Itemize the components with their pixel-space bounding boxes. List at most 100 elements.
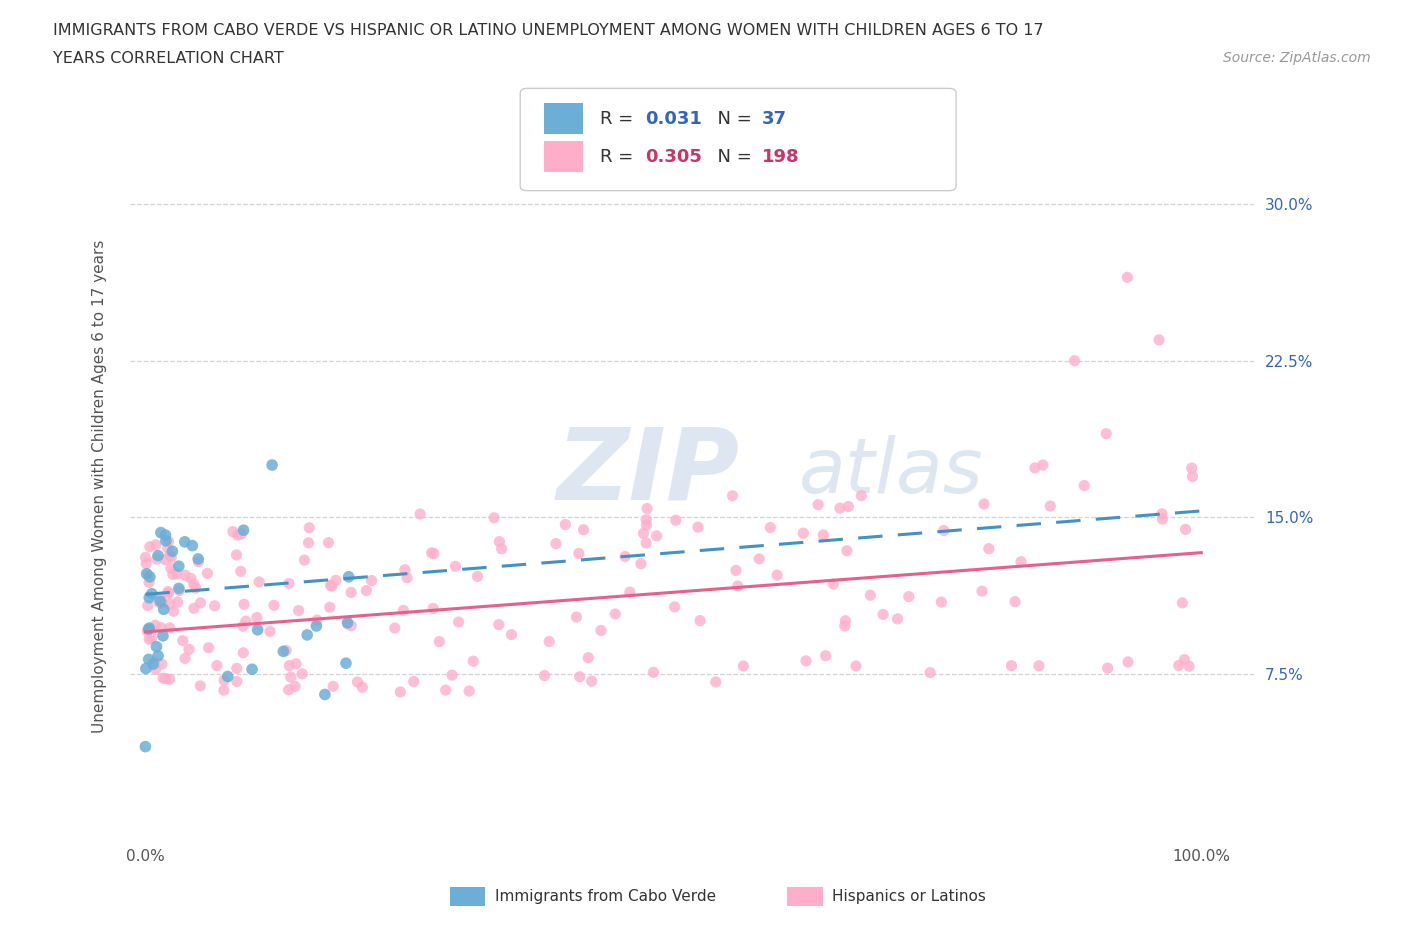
Point — [159, 671, 181, 686]
Point — [159, 548, 181, 563]
Point — [157, 534, 180, 549]
Point — [636, 518, 658, 533]
Point — [389, 684, 412, 699]
Point — [813, 527, 835, 542]
Point — [336, 617, 359, 631]
Point — [148, 595, 170, 610]
Point — [177, 642, 200, 657]
Point — [482, 511, 505, 525]
Point — [157, 586, 180, 601]
Point — [205, 658, 228, 673]
Point — [1004, 594, 1026, 609]
Point — [402, 674, 425, 689]
Point — [174, 568, 197, 583]
Point — [828, 500, 851, 515]
Point — [152, 602, 174, 617]
Point — [581, 673, 603, 688]
Text: Source: ZipAtlas.com: Source: ZipAtlas.com — [1223, 51, 1371, 65]
Point — [724, 563, 747, 578]
Y-axis label: Unemployment Among Women with Children Ages 6 to 17 years: Unemployment Among Women with Children A… — [93, 239, 107, 733]
Point — [605, 606, 627, 621]
Point — [232, 645, 254, 660]
Point — [834, 614, 856, 629]
Point — [153, 552, 176, 567]
Point — [319, 600, 342, 615]
Point — [444, 559, 467, 574]
Point — [1010, 554, 1032, 569]
Point — [1116, 655, 1139, 670]
Point — [162, 544, 184, 559]
Point — [134, 739, 156, 754]
Text: YEARS CORRELATION CHART: YEARS CORRELATION CHART — [53, 51, 284, 66]
Point — [263, 598, 285, 613]
Point — [190, 595, 212, 610]
Point — [149, 591, 172, 606]
Point — [139, 569, 162, 584]
Text: 37: 37 — [762, 110, 787, 127]
Point — [212, 672, 235, 687]
Point — [748, 551, 770, 566]
Point — [1181, 469, 1204, 484]
Point — [1073, 478, 1095, 493]
Point — [792, 525, 814, 540]
Point — [686, 520, 709, 535]
Point — [664, 600, 686, 615]
Point — [231, 526, 253, 541]
Text: ZIP: ZIP — [557, 423, 740, 520]
Point — [232, 618, 254, 633]
Point — [897, 589, 920, 604]
Text: R =: R = — [600, 110, 640, 127]
Point — [766, 567, 789, 582]
Point — [278, 658, 301, 673]
Point — [1000, 658, 1022, 673]
Point — [1178, 658, 1201, 673]
Point — [434, 683, 457, 698]
Point — [704, 674, 727, 689]
Point — [169, 583, 191, 598]
Point — [427, 634, 450, 649]
Point — [225, 548, 247, 563]
Point — [1150, 507, 1173, 522]
Point — [794, 654, 817, 669]
Point — [977, 541, 1000, 556]
Point — [488, 534, 510, 549]
Point — [886, 612, 908, 627]
Point — [150, 620, 173, 635]
Point — [645, 528, 668, 543]
Text: Hispanics or Latinos: Hispanics or Latinos — [832, 889, 986, 904]
Point — [225, 661, 247, 676]
Point — [1171, 595, 1194, 610]
Point — [184, 580, 207, 595]
Point — [321, 578, 343, 593]
Point — [149, 525, 172, 540]
Point — [295, 628, 318, 643]
Point — [139, 539, 162, 554]
Point — [314, 687, 336, 702]
Point — [920, 665, 942, 680]
Point — [544, 537, 567, 551]
Point — [336, 616, 359, 631]
Point — [834, 618, 856, 633]
Point — [138, 652, 160, 667]
Point — [1097, 660, 1119, 675]
Point — [384, 620, 406, 635]
Text: Immigrants from Cabo Verde: Immigrants from Cabo Verde — [495, 889, 716, 904]
Point — [727, 578, 749, 593]
Point — [458, 684, 481, 698]
Point — [174, 651, 197, 666]
Point — [285, 657, 308, 671]
Point — [298, 520, 321, 535]
Point — [166, 594, 188, 609]
Point — [689, 613, 711, 628]
Point — [232, 523, 254, 538]
Point — [136, 567, 159, 582]
Point — [136, 598, 159, 613]
Text: 0.305: 0.305 — [645, 148, 702, 166]
Point — [447, 615, 470, 630]
Point — [636, 512, 658, 527]
Point — [633, 525, 655, 540]
Point — [145, 538, 167, 552]
Point — [280, 670, 302, 684]
Point — [297, 536, 319, 551]
Point — [721, 488, 744, 503]
